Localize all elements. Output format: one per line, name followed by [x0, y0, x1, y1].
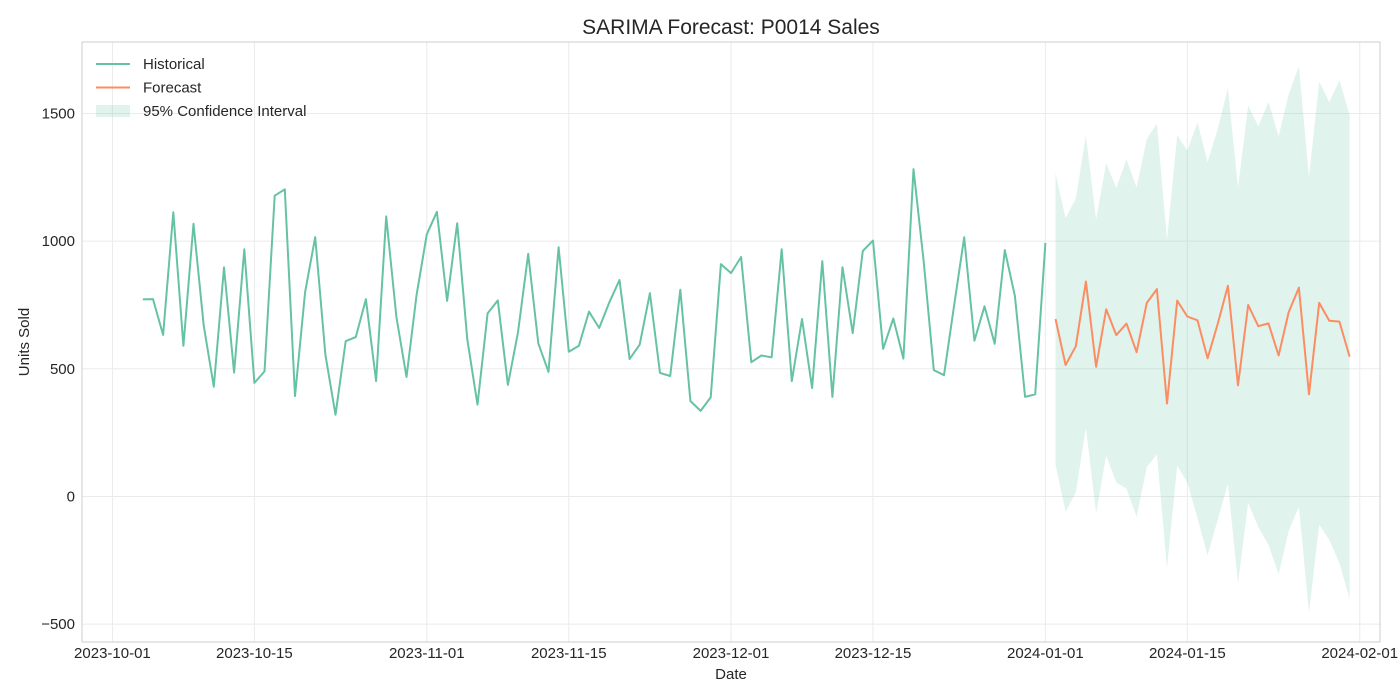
forecast-line — [1054, 280, 1351, 405]
y-tick-label: −500 — [41, 616, 75, 633]
y-axis-ticks: −500 0 500 1000 1500 — [41, 105, 75, 633]
series-lines — [142, 168, 1351, 416]
x-tick-label: 2023-12-01 — [693, 645, 770, 662]
y-axis-label: Units Sold — [16, 308, 33, 376]
x-tick-label: 2023-11-01 — [389, 645, 465, 662]
legend-label: 95% Confidence Interval — [143, 103, 306, 120]
y-tick-label: 1000 — [42, 233, 75, 250]
y-tick-label: 1500 — [42, 105, 75, 122]
plot-frame — [81, 41, 1381, 643]
x-tick-label: 2023-10-01 — [74, 645, 151, 662]
x-tick-label: 2023-11-15 — [531, 645, 607, 662]
x-tick-label: 2024-01-01 — [1007, 645, 1084, 662]
x-tick-label: 2024-02-01 — [1321, 645, 1398, 662]
chart-title: SARIMA Forecast: P0014 Sales — [582, 16, 880, 39]
legend-label: Historical — [143, 56, 205, 73]
x-axis-label: Date — [715, 666, 747, 683]
legend-swatch-confidence-interval — [96, 105, 130, 117]
legend: Historical Forecast 95% Confidence Interva… — [96, 56, 306, 120]
x-tick-label: 2023-10-15 — [216, 645, 293, 662]
x-tick-label: 2023-12-15 — [835, 645, 912, 662]
legend-label: Forecast — [143, 80, 202, 97]
y-tick-label: 500 — [50, 361, 75, 378]
x-tick-label: 2024-01-15 — [1149, 645, 1226, 662]
historical-line — [142, 168, 1047, 416]
x-axis-ticks: 2023-10-01 2023-10-15 2023-11-01 2023-11-15… — [74, 645, 1398, 662]
y-tick-label: 0 — [67, 488, 75, 505]
